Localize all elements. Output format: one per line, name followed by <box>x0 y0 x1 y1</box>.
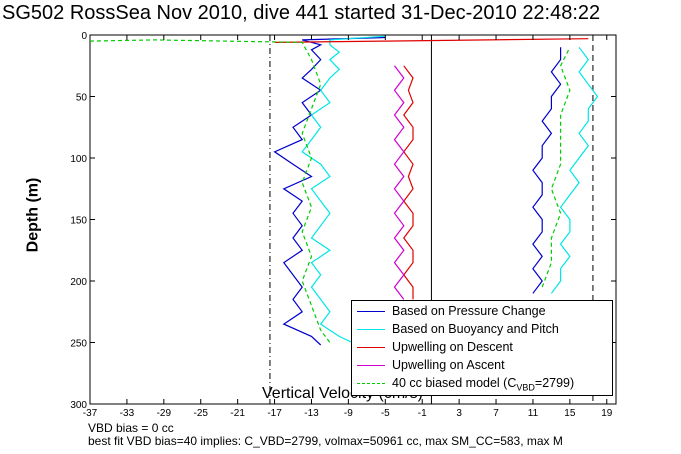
series-group <box>89 35 599 346</box>
y-tick-label-1: 50 <box>76 93 88 104</box>
x-tick-label-5: -17 <box>267 408 282 419</box>
legend-swatch-buoyancy <box>357 329 385 330</box>
x-tick-label-10: 3 <box>456 408 462 419</box>
x-tick-label-13: 15 <box>564 408 576 419</box>
y-tick-label-5: 250 <box>70 339 87 350</box>
legend-item-upwelling-descent: Upwelling on Descent <box>352 339 612 356</box>
legend-model-sub: VBD <box>516 382 535 393</box>
x-tick-label-12: 11 <box>528 408 539 419</box>
legend-label-upwelling-descent: Upwelling on Descent <box>392 340 513 354</box>
series-line-5 <box>550 46 599 294</box>
x-tick-label-6: -13 <box>304 408 319 419</box>
legend-item-pressure: Based on Pressure Change <box>352 303 612 320</box>
legend-item-buoyancy: Based on Buoyancy and Pitch <box>352 321 612 338</box>
y-tick-label-4: 200 <box>70 277 87 288</box>
legend-item-upwelling-ascent: Upwelling on Ascent <box>352 357 612 374</box>
x-tick-label-8: -5 <box>381 408 390 419</box>
legend-swatch-pressure <box>357 311 385 312</box>
legend-label-upwelling-ascent: Upwelling on Ascent <box>392 358 505 372</box>
legend-label-pressure: Based on Pressure Change <box>392 304 546 318</box>
vbd-bias-note: VBD bias = 0 cc <box>88 421 174 435</box>
x-tick-label-4: -21 <box>230 408 245 419</box>
x-tick-label-2: -29 <box>157 408 172 419</box>
series-line-3 <box>393 65 405 300</box>
x-tick-label-11: 7 <box>493 408 499 419</box>
series-line-6 <box>274 38 589 43</box>
y-axis-ticks: 0 50 100 150 200 250 300 <box>70 31 616 411</box>
legend: Based on Pressure Change Based on Buoyan… <box>351 300 613 396</box>
series-line-4 <box>532 47 562 294</box>
series-line-2 <box>403 65 414 300</box>
x-tick-label-7: -9 <box>344 408 353 419</box>
y-tick-label-0: 0 <box>81 31 87 42</box>
y-tick-label-3: 150 <box>70 216 87 227</box>
legend-swatch-upwelling-ascent <box>357 365 385 366</box>
legend-label-buoyancy: Based on Buoyancy and Pitch <box>392 322 559 336</box>
legend-model-prefix: 40 cc biased model (C <box>392 376 517 390</box>
series-line-8 <box>541 47 571 288</box>
legend-model-suffix: =2799) <box>534 376 575 390</box>
series-line-7 <box>89 39 331 343</box>
legend-item-biased-model: 40 cc biased model (CVBD=2799) <box>352 375 612 393</box>
x-tick-label-9: -1 <box>418 408 427 419</box>
chart-title: SG502 RossSea Nov 2010, dive 441 started… <box>2 2 601 24</box>
y-tick-label-2: 100 <box>70 154 87 165</box>
x-tick-label-14: 19 <box>601 408 613 419</box>
x-tick-label-3: -25 <box>194 408 209 419</box>
series-line-1 <box>301 35 386 346</box>
x-axis-ticks: -37 -33 -29 -25 -21 -17 -13 -9 -5 -1 3 7 11 15 19 <box>83 35 613 419</box>
x-tick-label-0: -37 <box>83 408 98 419</box>
y-tick-label-6: 300 <box>70 400 87 411</box>
legend-swatch-biased-model <box>357 383 385 384</box>
x-tick-label-1: -33 <box>120 408 135 419</box>
legend-swatch-upwelling-descent <box>357 347 385 348</box>
legend-label-biased-model: 40 cc biased model (CVBD=2799) <box>392 375 574 396</box>
y-axis-label: Depth (m) <box>24 177 42 253</box>
best-fit-note: best fit VBD bias=40 implies: C_VBD=2799… <box>88 434 563 448</box>
